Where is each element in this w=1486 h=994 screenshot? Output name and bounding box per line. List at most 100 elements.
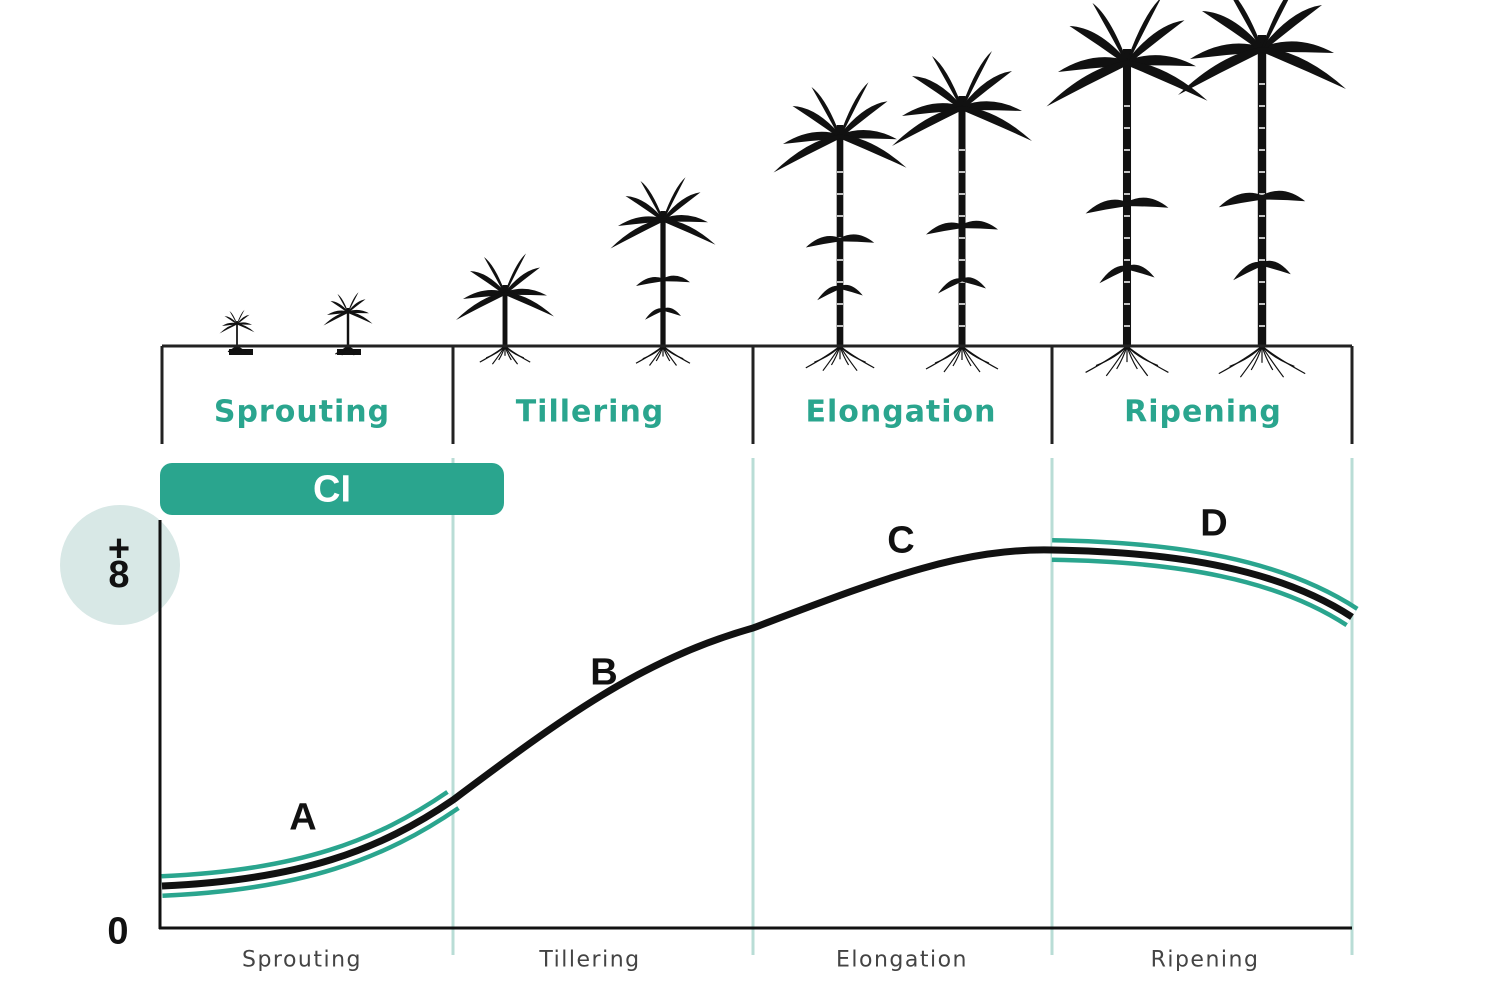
curve-label: A [289,796,317,839]
plant-part [962,277,986,289]
plant-part [479,345,506,363]
plant-part [491,345,506,365]
axis-highlight [60,505,180,625]
plants [219,0,1346,378]
plant-part [327,310,348,315]
plant-part [219,323,237,334]
plant-part [1233,261,1262,281]
plant-part [1046,60,1127,107]
plant-part [840,234,875,243]
plant-part [323,311,348,326]
plant-part [840,134,907,168]
plant-part [925,345,963,370]
curve-label: C [887,519,915,562]
plant-part [505,288,547,296]
plant-part [1262,41,1334,53]
plant-part [1190,43,1262,59]
plant-part [1126,345,1169,373]
plant-part [961,345,981,373]
plant-part [1085,345,1128,373]
plant-part [962,106,1032,141]
plant-part [962,220,998,230]
plant-part [840,130,897,140]
plant-part [505,292,554,317]
badge-label: CI [313,468,351,511]
plant-part [504,345,531,363]
plant-part [1261,345,1295,367]
curve-label: D [1200,502,1228,545]
plant-part [237,322,252,325]
plant-part [805,236,840,248]
stage-axis-label: Sprouting [241,947,363,973]
plant-part [1085,199,1127,214]
stage-axis-label: Ripening [1150,947,1260,973]
stage-header: Tillering [515,394,665,430]
plant-part [237,323,255,333]
plant-part [337,349,361,355]
plant-part [902,103,962,116]
plant-part [805,345,841,369]
plant-part [822,345,841,372]
plant-part [1262,47,1346,89]
plant-part [1218,192,1262,208]
stage-axis-label: Elongation [835,947,969,973]
plant-part [1058,57,1127,72]
axes [158,520,1352,930]
plant-part [618,216,663,226]
plant-part [840,284,863,296]
plant-part [943,345,963,373]
plant-part [1229,345,1263,367]
plant-part [348,309,369,314]
stage-header: Elongation [805,394,997,430]
ci-badge [160,463,504,515]
plant-part [1262,260,1291,275]
plant-part [839,345,858,372]
y-axis-top: +8 [107,528,131,596]
plant-part [773,134,840,173]
plant-part [1218,345,1263,375]
stage-axis-label: Tillering [539,947,641,973]
plant-part [1116,345,1128,370]
plant-part [1127,60,1208,101]
plant-part [1262,190,1306,202]
plant-part [926,222,962,235]
plant-part [892,106,962,146]
plant-part [938,278,962,294]
plant-part [1127,55,1196,67]
stage-header: Ripening [1124,394,1282,430]
growth-curve [161,546,1354,890]
plant-part [456,292,505,320]
plant-part [649,345,664,366]
plant-part [1126,345,1149,377]
stage-dividers [451,458,1354,955]
plant-part [839,345,875,369]
plant-part [348,311,373,324]
plant-part [222,322,237,326]
plant-part [1261,345,1285,378]
plant-part [1127,264,1155,278]
plant-part [610,218,663,249]
plant-part [1239,345,1263,378]
plant-part [645,308,663,320]
plant-part [1127,197,1169,208]
plant-part [1105,345,1128,377]
stage-header: Sprouting [213,394,391,430]
plant-part [1250,345,1263,371]
plant-part [961,345,999,370]
plant-part [463,289,505,299]
plant-part [1178,47,1262,95]
y-axis-bottom: 0 [107,910,129,953]
plant-part [636,276,663,286]
plant-part [1261,345,1306,375]
plant-part [663,214,708,223]
plant-part [663,307,681,316]
plant-part [1099,265,1127,284]
plant-part [662,345,677,366]
plant-part [662,345,691,364]
plant-part [663,275,690,283]
plant-part [817,285,840,301]
curve-label: B [590,651,618,694]
plant-part [663,218,716,245]
